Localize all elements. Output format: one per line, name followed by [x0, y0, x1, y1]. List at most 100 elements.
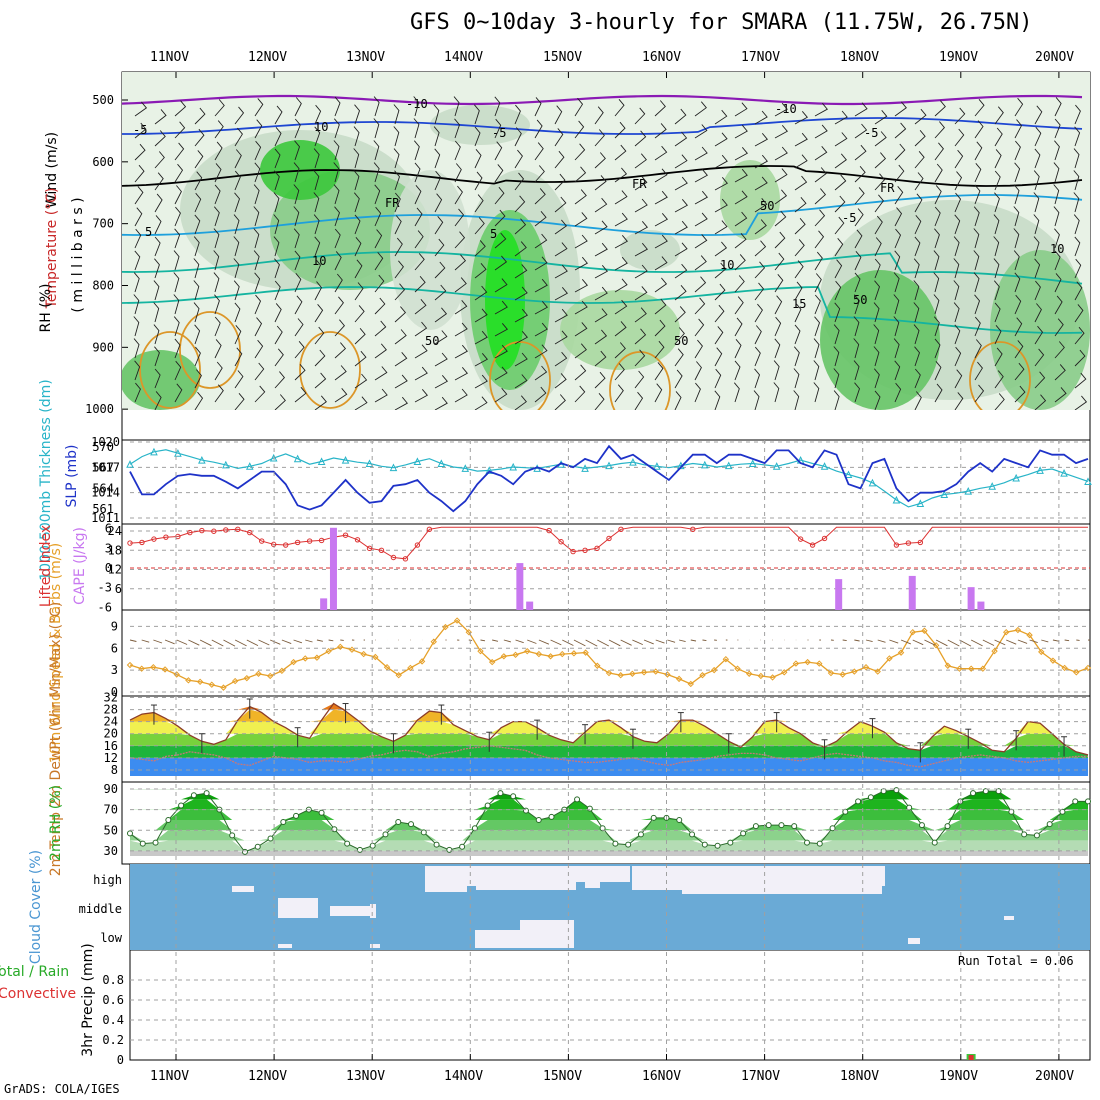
- wind-barb: [874, 152, 887, 169]
- wind-barb: [534, 386, 547, 403]
- wind-barb: [494, 278, 508, 293]
- wind-barb: [1014, 272, 1021, 293]
- rh-point: [420, 829, 427, 836]
- wind-barb: [1054, 250, 1061, 271]
- wind-barb: [234, 127, 243, 147]
- rh-region: [485, 230, 525, 370]
- temp-contour-5: [122, 194, 1083, 236]
- wind-barb: [694, 361, 702, 381]
- wind-barb: [1053, 206, 1060, 227]
- wind-barb: [914, 346, 921, 367]
- wind-barb: [674, 391, 682, 410]
- thickness-point: [317, 457, 326, 465]
- contour-label: 10: [1050, 242, 1064, 256]
- thickness-point: [700, 460, 709, 469]
- wind-speed-point: [886, 655, 893, 662]
- rh-point: [1072, 798, 1079, 805]
- ylabel-cloud: Cloud Cover (%): [28, 850, 44, 964]
- lifted-index-point: [546, 527, 552, 534]
- lifted-index-point: [306, 538, 313, 544]
- rh-point: [574, 796, 581, 803]
- wind-barb: [994, 347, 1003, 367]
- wind-barb: [614, 144, 627, 161]
- wind-barb: [1034, 325, 1044, 345]
- wind-barb: [654, 298, 667, 315]
- wind-speed-point: [1003, 629, 1010, 636]
- wind-barb: [814, 251, 823, 271]
- wind-barb: [674, 369, 683, 389]
- wind-barb: [694, 169, 708, 183]
- wind-speed-point: [675, 675, 683, 683]
- rh-point: [459, 843, 466, 850]
- wind-barb: [394, 260, 404, 279]
- rh-point: [510, 793, 517, 800]
- tick-label: 50: [104, 823, 118, 837]
- wind-barb: [774, 316, 782, 337]
- wind-barb: [494, 186, 505, 205]
- wind-barb: [554, 105, 563, 125]
- surface-wind-barb: [702, 639, 707, 642]
- wind-barb: [554, 287, 568, 301]
- temp-line: [129, 702, 1089, 756]
- wind-barb: [234, 170, 241, 191]
- wind-barb: [274, 105, 283, 125]
- wind-barb: [293, 184, 300, 205]
- cloud-block: [550, 920, 574, 948]
- wind-barb: [974, 361, 983, 381]
- thickness-point: [413, 457, 422, 465]
- wind-barb: [274, 280, 281, 301]
- wind-barb: [774, 168, 788, 183]
- wind-barb: [614, 299, 628, 315]
- cloud-block: [278, 898, 318, 918]
- wind-barb: [554, 128, 564, 147]
- wind-barb: [794, 239, 805, 257]
- wind-barb: [594, 220, 608, 235]
- wind-barb: [434, 284, 447, 301]
- wind-barb: [514, 352, 528, 367]
- wind-barb: [953, 302, 960, 323]
- wind-speed-point: [313, 654, 321, 661]
- surface-wind-barb: [970, 639, 983, 647]
- wind-barb: [474, 308, 488, 323]
- wind-speed-point: [629, 670, 636, 677]
- date-label: 14NOV: [444, 1069, 483, 1084]
- rh-point: [331, 826, 338, 833]
- wind-barb: [734, 360, 741, 381]
- wind-barb: [333, 162, 340, 183]
- lifted-index-point: [917, 539, 924, 546]
- lifted-index-point: [821, 535, 828, 542]
- wind-barb: [194, 171, 203, 191]
- thickness-point: [844, 470, 853, 479]
- thickness-point: [1036, 466, 1044, 474]
- wind-barb: [314, 281, 323, 301]
- rh-region: [270, 170, 430, 290]
- wind-speed-point: [150, 664, 157, 671]
- wind-barb: [354, 214, 361, 235]
- wind-barb: [973, 250, 980, 271]
- wind-speed-point: [231, 677, 239, 685]
- wind-barb: [254, 294, 262, 315]
- thickness-point: [868, 478, 877, 487]
- tick-label: 0.4: [102, 1013, 124, 1027]
- wind-barb: [174, 228, 181, 249]
- cape-bar: [329, 527, 337, 610]
- wind-barb: [773, 382, 780, 403]
- wind-barb: [1034, 258, 1041, 279]
- cloud-block: [600, 866, 630, 882]
- surface-wind-barb: [246, 639, 259, 647]
- surface-wind-barb: [293, 639, 303, 644]
- lifted-index-point: [558, 539, 564, 545]
- wind-barb: [634, 264, 648, 279]
- cloud-block: [682, 866, 882, 894]
- rh-point: [855, 798, 862, 805]
- wind-barb: [734, 102, 748, 117]
- wind-barb: [213, 250, 220, 271]
- wind-barb: [354, 305, 365, 323]
- wind-barb: [474, 263, 487, 279]
- wind-barb: [714, 390, 721, 410]
- tick-label: 0.6: [102, 993, 124, 1007]
- wind-barb: [174, 142, 185, 161]
- wind-barb: [354, 373, 368, 389]
- wind-barb: [274, 325, 283, 345]
- thickness-point: [389, 463, 398, 472]
